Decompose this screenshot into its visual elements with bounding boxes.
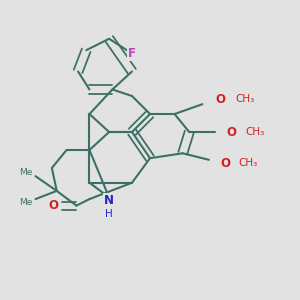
Text: N: N bbox=[104, 194, 114, 207]
Text: H: H bbox=[105, 209, 113, 219]
Text: O: O bbox=[215, 93, 225, 106]
Text: Me: Me bbox=[19, 168, 32, 177]
Text: CH₃: CH₃ bbox=[238, 158, 258, 168]
Text: O: O bbox=[220, 157, 230, 169]
Text: Me: Me bbox=[19, 198, 32, 207]
Text: O: O bbox=[49, 199, 58, 212]
Text: CH₃: CH₃ bbox=[235, 94, 254, 104]
Text: O: O bbox=[227, 125, 237, 139]
Text: F: F bbox=[128, 47, 136, 60]
Text: CH₃: CH₃ bbox=[245, 127, 264, 137]
